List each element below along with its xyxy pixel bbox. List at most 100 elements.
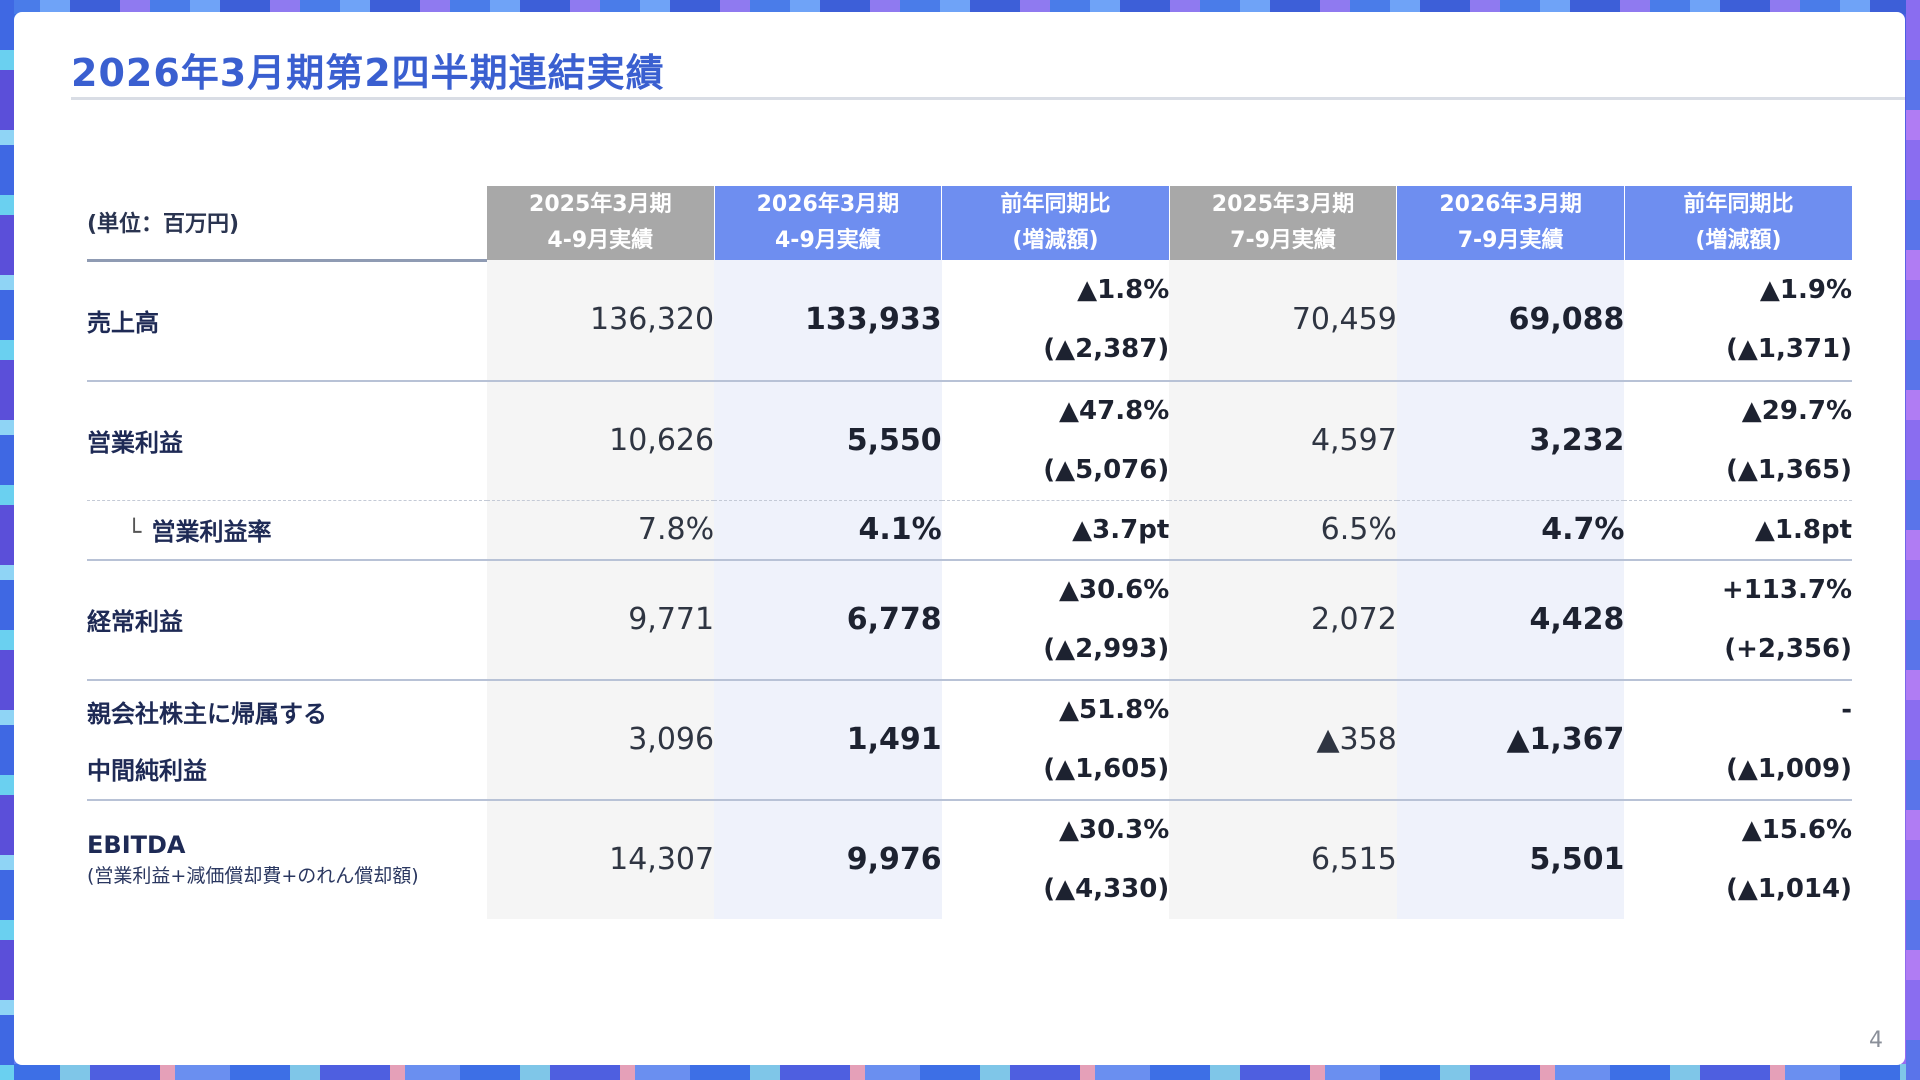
change-percent: ▲29.7% [1741, 396, 1852, 426]
column-header-h1-prev: 2025年3月期 4-9月実績 [486, 186, 715, 260]
change-percent: ▲51.8% [1059, 695, 1170, 725]
h1-curr-value: 1,491 [714, 679, 942, 801]
q2-change-cell: ▲15.6% (▲1,014) [1624, 799, 1852, 919]
row-label: 親会社株主に帰属する 中間純利益 [87, 679, 487, 801]
row-label-text: EBITDA [87, 831, 186, 859]
change-amount: (▲1,371) [1725, 334, 1852, 365]
h1-prev-value: 10,626 [486, 380, 715, 501]
h1-change-cell: ▲47.8% (▲5,076) [941, 380, 1170, 501]
row-label: EBITDA (営業利益+減価償却費+のれん償却額) [87, 800, 487, 919]
q2-change-cell: - (▲1,009) [1624, 679, 1852, 801]
financial-results-table: (単位：百万円) 2025年3月期 4-9月実績 2026年3月期 4-9月実績… [87, 186, 1852, 919]
h1-curr-value: 5,550 [714, 380, 942, 501]
slide: 2026年3月期第2四半期連結実績 (単位：百万円) 2025年3月期 4-9月… [14, 12, 1905, 1065]
change-percent: +113.7% [1721, 575, 1852, 605]
q2-prev-value: ▲358 [1169, 679, 1397, 801]
decorative-top-border [0, 0, 1920, 14]
column-header-line2: 7-9月実績 [1230, 228, 1336, 253]
change-amount: (▲1,014) [1725, 874, 1852, 904]
row-sublabel: (営業利益+減価償却費+のれん償却額) [87, 865, 419, 887]
h1-change-cell: ▲1.8% (▲2,387) [941, 260, 1170, 382]
q2-prev-value: 70,459 [1169, 260, 1397, 382]
sub-row-indicator: └ [127, 518, 142, 546]
column-header-line1: 前年同期比 [1000, 192, 1111, 217]
h1-prev-value: 9,771 [486, 559, 715, 681]
table-row-net-sales: 売上高 136,320 133,933 ▲1.8% (▲2,387) 70,45… [87, 260, 1852, 382]
change-amount: (▲2,993) [1043, 634, 1170, 664]
h1-change-cell: ▲3.7pt [941, 500, 1170, 561]
h1-curr-value: 4.1% [714, 500, 942, 561]
q2-curr-value: 4.7% [1396, 500, 1625, 561]
decorative-right-border [1906, 0, 1920, 1080]
row-label: └ 営業利益率 [87, 500, 487, 561]
row-label-text: 営業利益率 [151, 518, 272, 546]
change-percent: ▲47.8% [1059, 396, 1170, 426]
q2-curr-value: 69,088 [1396, 260, 1625, 382]
q2-prev-value: 2,072 [1169, 559, 1397, 681]
row-label-line1: 親会社株主に帰属する [87, 699, 327, 728]
h1-curr-value: 9,976 [714, 799, 942, 919]
change-amount: (▲1,365) [1725, 455, 1852, 485]
column-header-line1: 2025年3月期 [1211, 192, 1355, 217]
table-row-net-income: 親会社株主に帰属する 中間純利益 3,096 1,491 ▲51.8% (▲1,… [87, 679, 1852, 801]
q2-change-cell: +113.7% (+2,356) [1624, 559, 1852, 681]
change-percent: ▲15.6% [1741, 815, 1852, 845]
table-row-operating-profit: 営業利益 10,626 5,550 ▲47.8% (▲5,076) 4,597 … [87, 380, 1852, 501]
row-label: 営業利益 [87, 380, 487, 501]
h1-prev-value: 3,096 [486, 679, 715, 801]
title-divider [71, 97, 1905, 100]
page-title: 2026年3月期第2四半期連結実績 [71, 51, 665, 95]
column-header-line2: (増減額) [1012, 228, 1099, 253]
q2-change-cell: ▲29.7% (▲1,365) [1624, 380, 1852, 501]
h1-change-cell: ▲30.3% (▲4,330) [941, 799, 1170, 919]
row-label-line2: 中間純利益 [87, 756, 207, 785]
change-amount: (▲1,009) [1725, 754, 1852, 784]
h1-prev-value: 7.8% [486, 500, 715, 561]
decorative-bottom-border [0, 1064, 1920, 1080]
q2-curr-value: 4,428 [1396, 559, 1625, 681]
q2-change-cell: ▲1.9% (▲1,371) [1624, 260, 1852, 382]
column-header-line2: 7-9月実績 [1457, 228, 1564, 253]
column-header-line2: (増減額) [1695, 228, 1782, 253]
change-percent: ▲30.6% [1059, 575, 1170, 605]
column-header-q2-prev: 2025年3月期 7-9月実績 [1168, 186, 1397, 260]
change-percent: - [1841, 695, 1852, 725]
change-percent: ▲1.8% [1077, 275, 1170, 306]
h1-change-cell: ▲30.6% (▲2,993) [941, 559, 1170, 681]
change-amount: (▲5,076) [1043, 455, 1170, 485]
change-amount: (▲2,387) [1043, 334, 1170, 365]
q2-change-cell: ▲1.8pt [1624, 500, 1852, 561]
q2-prev-value: 6.5% [1169, 500, 1397, 561]
column-header-line1: 2026年3月期 [1439, 192, 1582, 217]
column-header-line1: 2025年3月期 [529, 192, 672, 217]
column-header-h1-curr: 2026年3月期 4-9月実績 [713, 186, 942, 260]
table-header-row: (単位：百万円) 2025年3月期 4-9月実績 2026年3月期 4-9月実績… [87, 186, 1852, 262]
q2-curr-value: 3,232 [1396, 380, 1625, 501]
table-row-ordinary-profit: 経常利益 9,771 6,778 ▲30.6% (▲2,993) 2,072 4… [87, 559, 1852, 681]
h1-curr-value: 6,778 [714, 559, 942, 681]
h1-prev-value: 14,307 [486, 799, 715, 919]
q2-prev-value: 4,597 [1169, 380, 1397, 501]
table-row-operating-margin: └ 営業利益率 7.8% 4.1% ▲3.7pt 6.5% 4.7% ▲1.8pt [87, 500, 1852, 561]
column-header-q2-change: 前年同期比 (増減額) [1623, 186, 1852, 260]
page-number: 4 [1869, 1028, 1883, 1053]
h1-prev-value: 136,320 [486, 260, 715, 382]
change-amount: (▲4,330) [1043, 874, 1170, 904]
change-amount: (+2,356) [1724, 634, 1852, 664]
q2-prev-value: 6,515 [1169, 799, 1397, 919]
h1-change-cell: ▲51.8% (▲1,605) [941, 679, 1170, 801]
q2-curr-value: ▲1,367 [1396, 679, 1625, 801]
row-label: 経常利益 [87, 559, 487, 681]
column-header-line2: 4-9月実績 [547, 228, 654, 253]
unit-label: (単位：百万円) [87, 186, 487, 262]
q2-curr-value: 5,501 [1396, 799, 1625, 919]
change-amount: (▲1,605) [1043, 754, 1170, 784]
column-header-line1: 前年同期比 [1683, 192, 1794, 217]
table-row-ebitda: EBITDA (営業利益+減価償却費+のれん償却額) 14,307 9,976 … [87, 799, 1852, 919]
row-label: 売上高 [87, 260, 487, 382]
change-percent: ▲30.3% [1059, 815, 1170, 845]
column-header-q2-curr: 2026年3月期 7-9月実績 [1396, 186, 1625, 260]
column-header-line1: 2026年3月期 [756, 192, 900, 217]
column-header-line2: 4-9月実績 [775, 228, 881, 253]
h1-curr-value: 133,933 [714, 260, 942, 382]
